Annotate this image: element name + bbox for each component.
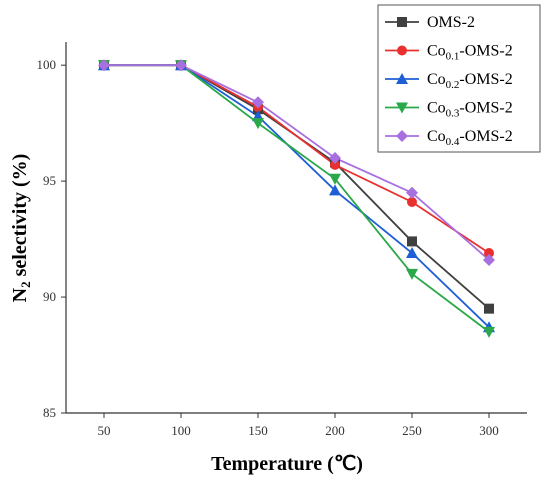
- y-tick-label: 95: [43, 173, 56, 188]
- legend-label-main: OMS-2: [427, 14, 475, 31]
- legend-swatch-marker: [397, 17, 407, 27]
- y-tick-label: 90: [43, 289, 56, 304]
- series-5-point: [252, 96, 264, 109]
- series-5-point: [329, 151, 341, 164]
- series-lines: [104, 64, 490, 333]
- series-2-point: [330, 159, 340, 170]
- x-axis-title: Temperature (℃): [211, 453, 363, 475]
- series-3-point: [406, 247, 418, 259]
- y-axis-title: N2 selectivity (%): [9, 154, 33, 303]
- x-tick-label: 150: [248, 423, 268, 438]
- series-3-point: [329, 184, 341, 196]
- y-axis-title-rest: selectivity (%): [9, 154, 31, 282]
- legend-label: Co0.4-OMS-2: [427, 128, 513, 148]
- y-axis-title-subscript: 2: [18, 281, 33, 288]
- y-axis-title-main: N: [9, 287, 31, 302]
- series-5-point: [483, 253, 495, 266]
- legend-swatch-marker: [396, 130, 408, 142]
- legend-label: Co0.1-OMS-2: [427, 43, 513, 63]
- legend-label-main: Co: [427, 128, 446, 145]
- plot-area: [65, 42, 527, 414]
- series-markers: [98, 59, 495, 338]
- legend: OMS-2Co0.1-OMS-2Co0.2-OMS-2Co0.3-OMS-2Co…: [377, 4, 541, 153]
- legend-label-tail: -OMS-2: [459, 100, 512, 117]
- series-4-point: [252, 118, 264, 130]
- series-5-point: [406, 186, 418, 199]
- series-2-point: [407, 196, 417, 207]
- series-1-point: [484, 303, 494, 314]
- legend-label-tail: -OMS-2: [459, 128, 512, 145]
- series-4-point: [406, 268, 418, 280]
- legend-label: Co0.2-OMS-2: [427, 71, 513, 91]
- y-tick-label: 100: [37, 57, 57, 72]
- x-tick-label: 100: [171, 423, 191, 438]
- x-ticks: 50 100 150 200 250 300: [98, 413, 499, 438]
- y-ticks: 85 90 95 100: [37, 57, 66, 420]
- legend-label-subscript: 0.4: [446, 136, 460, 148]
- series-5-point: [98, 59, 110, 72]
- legend-swatch-marker: [397, 45, 407, 56]
- legend-label-main: Co: [427, 100, 446, 117]
- y-tick-label: 85: [43, 405, 56, 420]
- legend-label-subscript: 0.3: [446, 108, 460, 120]
- x-tick-label: 200: [325, 423, 345, 438]
- legend-label: OMS-2: [427, 14, 475, 31]
- series-4-point: [483, 326, 495, 338]
- legend-swatch-marker: [396, 73, 408, 84]
- x-tick-label: 50: [98, 423, 111, 438]
- series-4-point: [329, 173, 341, 185]
- legend-swatch-marker: [396, 102, 408, 114]
- series-2-point: [484, 248, 494, 259]
- legend-label-subscript: 0.2: [446, 79, 460, 91]
- series-line-5: [104, 64, 490, 261]
- legend-label: Co0.3-OMS-2: [427, 100, 513, 120]
- legend-label-main: Co: [427, 43, 446, 60]
- series-1-point: [407, 236, 417, 247]
- legend-label-main: Co: [427, 71, 446, 88]
- legend-label-tail: -OMS-2: [459, 43, 512, 60]
- x-tick-label: 250: [402, 423, 422, 438]
- legend-label-tail: -OMS-2: [459, 71, 512, 88]
- x-tick-label: 300: [479, 423, 499, 438]
- series-5-point: [175, 59, 187, 72]
- legend-label-subscript: 0.1: [446, 51, 460, 63]
